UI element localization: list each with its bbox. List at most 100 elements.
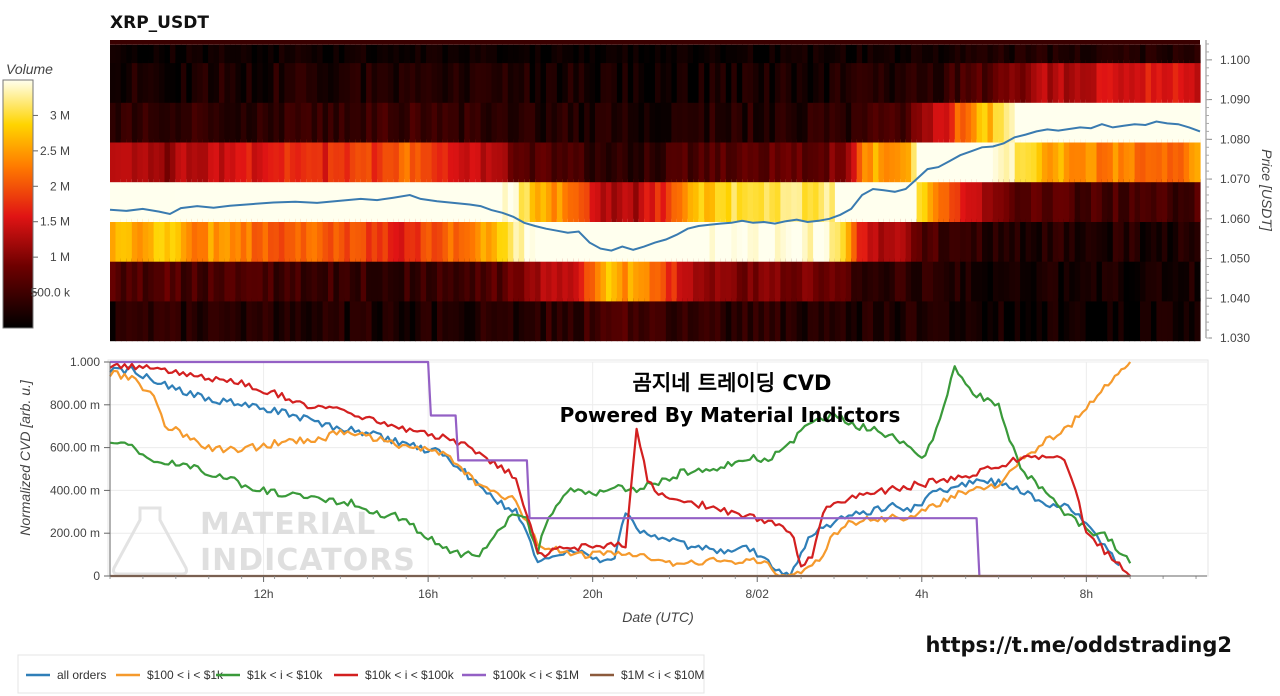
heatmap-cell [556,59,563,103]
heatmap-cell [878,179,885,222]
heatmap-cell [802,44,809,64]
heatmap-cell [1031,59,1038,103]
heatmap-cell [1096,258,1103,302]
heatmap-cell [338,44,345,64]
heatmap-cell [769,258,776,302]
heatmap-cell [671,179,678,222]
heatmap-cell [257,298,264,342]
heatmap-cell [785,99,792,143]
heatmap-cell [573,258,580,302]
legend-item-label[interactable]: all orders [57,668,106,682]
heatmap-cell [1080,99,1087,143]
heatmap-cell [317,218,324,262]
heatmap-cell [840,179,847,222]
heatmap-cell [328,179,334,222]
heatmap-cell [311,218,318,262]
heatmap-cell [878,139,885,183]
heatmap-cell [131,44,138,64]
heatmap-cell [1014,99,1021,143]
heatmap-cell [856,258,863,302]
heatmap-cell [1178,139,1185,183]
legend-item-label[interactable]: $100 < i < $1k [147,668,224,682]
heatmap-cell [851,218,858,262]
heatmap-cell [1014,298,1021,342]
heatmap-cell [1112,298,1119,342]
heatmap-cell [1080,44,1087,64]
heatmap-cell [546,298,553,342]
heatmap-cell [1123,99,1130,143]
x-tick-label: 4h [915,587,928,601]
heatmap-cell [349,59,356,103]
heatmap-cell [1156,59,1163,103]
heatmap-cell [246,59,253,103]
heatmap-cell [420,179,427,222]
heatmap-cell [349,139,356,183]
heatmap-cell [322,258,329,302]
heatmap-cell [982,179,989,222]
heatmap-cell [480,179,487,222]
legend-item-label[interactable]: $1k < i < $10k [247,668,323,682]
heatmap-cell [131,258,138,302]
heatmap-cell [698,139,705,183]
heatmap-cell [894,258,901,302]
heatmap-cell [524,258,531,302]
heatmap-top-band [110,40,1200,45]
heatmap-cell [927,44,934,64]
legend-item-label[interactable]: $10k < i < $100k [365,668,455,682]
heatmap-cell [573,218,580,262]
heatmap-cell [916,99,923,143]
heatmap-cell [393,44,400,64]
heatmap-cell [126,99,133,143]
heatmap-cell [834,258,841,302]
heatmap-cell [638,179,645,222]
heatmap-cell [246,218,253,262]
heatmap-cell [567,99,574,143]
heatmap-cell [878,59,885,103]
heatmap-cell [736,218,743,262]
heatmap-cell [1058,99,1065,143]
heatmap-cell [693,44,700,64]
heatmap-cell [600,44,607,64]
heatmap-cell [349,298,356,342]
heatmap-cell [229,218,236,262]
legend-item-label[interactable]: $1M < i < $10M [621,668,704,682]
heatmap-cell [208,258,215,302]
heatmap-cell [475,44,482,64]
heatmap-cell [736,139,743,183]
heatmap-cell [933,298,939,342]
heatmap-cell [529,298,536,342]
heatmap-cell [933,44,939,64]
heatmap-cell [1025,298,1032,342]
heatmap-cell [540,179,547,222]
heatmap-cell [578,258,585,302]
heatmap-cell [300,59,307,103]
legend-item-label[interactable]: $100k < i < $1M [493,668,579,682]
heatmap-cell [949,139,956,183]
heatmap-cell [905,139,912,183]
heatmap-cell [322,44,329,64]
heatmap-cell [115,139,122,183]
heatmap-cell [878,258,885,302]
heatmap-cell [949,44,956,64]
heatmap-cell [153,59,160,103]
heatmap-cell [1025,258,1032,302]
heatmap-cell [447,139,454,183]
heatmap-cell [1112,139,1119,183]
heatmap-cell [715,258,722,302]
colorbar-tick-label: 1.5 M [40,215,70,229]
heatmap-cell [437,139,443,183]
heatmap-cell [1151,298,1157,342]
telegram-link[interactable]: https://t.me/oddstrading2 [926,633,1233,657]
heatmap-cell [851,258,858,302]
heatmap-cell [496,99,503,143]
heatmap-cell [780,298,787,342]
heatmap-cell [660,99,667,143]
heatmap-cell [655,179,662,222]
heatmap-cell [344,44,351,64]
heatmap-cell [556,258,563,302]
heatmap-cell [289,44,296,64]
heatmap-cell [213,179,220,222]
heatmap-cell [796,258,803,302]
heatmap-cell [322,218,329,262]
heatmap-cell [753,258,760,302]
